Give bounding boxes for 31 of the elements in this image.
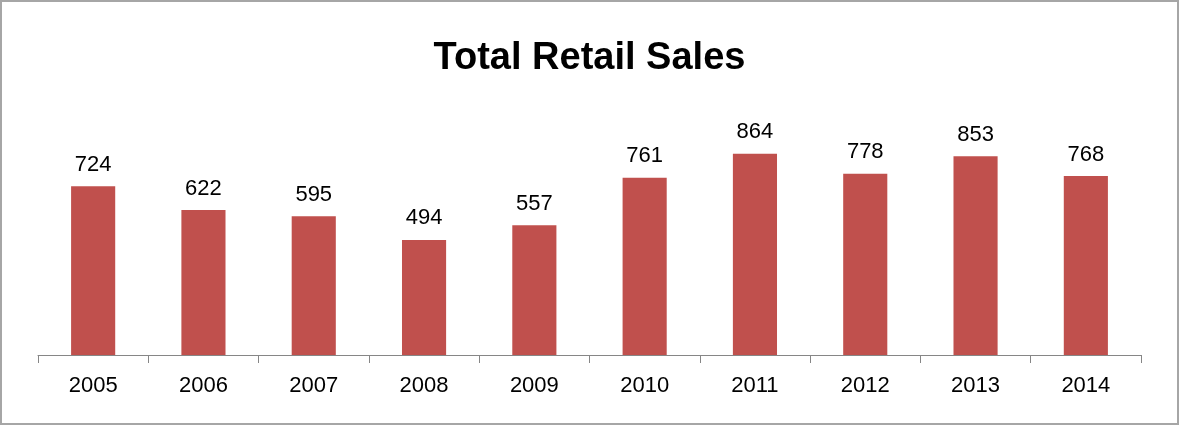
bar xyxy=(843,173,888,355)
data-label: 761 xyxy=(626,142,664,168)
bar xyxy=(181,210,226,355)
x-tick-label: 2011 xyxy=(731,371,779,397)
chart-title: Total Retail Sales xyxy=(433,35,746,77)
data-label: 853 xyxy=(957,120,994,146)
x-tick-label: 2013 xyxy=(951,371,1001,397)
bar xyxy=(1063,176,1108,355)
data-label: 778 xyxy=(846,138,884,164)
bar xyxy=(512,225,557,355)
bar xyxy=(732,153,778,355)
data-label: 595 xyxy=(295,180,333,206)
x-tick-label: 2010 xyxy=(620,371,670,397)
bar xyxy=(291,216,336,355)
data-label: 864 xyxy=(736,118,774,144)
x-tick-label: 2009 xyxy=(509,371,559,397)
x-tick-label: 2006 xyxy=(178,371,228,397)
bar xyxy=(622,177,667,355)
bar xyxy=(401,239,447,355)
x-tick-label: 2005 xyxy=(68,371,118,397)
data-label: 557 xyxy=(515,189,553,215)
data-label: 622 xyxy=(185,174,222,200)
data-label: 494 xyxy=(405,204,443,230)
bar xyxy=(71,186,116,355)
x-tick-label: 2007 xyxy=(289,371,339,397)
x-tick-label: 2008 xyxy=(399,371,449,397)
data-label: 724 xyxy=(74,150,112,176)
x-tick-label: 2012 xyxy=(840,371,890,397)
bar xyxy=(953,156,998,355)
x-tick-label: 2014 xyxy=(1061,371,1111,397)
data-label: 768 xyxy=(1067,140,1105,166)
